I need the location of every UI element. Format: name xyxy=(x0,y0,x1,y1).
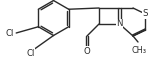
Text: S: S xyxy=(143,9,148,18)
Text: N: N xyxy=(116,20,123,28)
Text: O: O xyxy=(84,47,90,56)
Text: Cl: Cl xyxy=(5,28,13,38)
Text: Cl: Cl xyxy=(26,48,35,58)
Text: CH₃: CH₃ xyxy=(132,46,146,55)
